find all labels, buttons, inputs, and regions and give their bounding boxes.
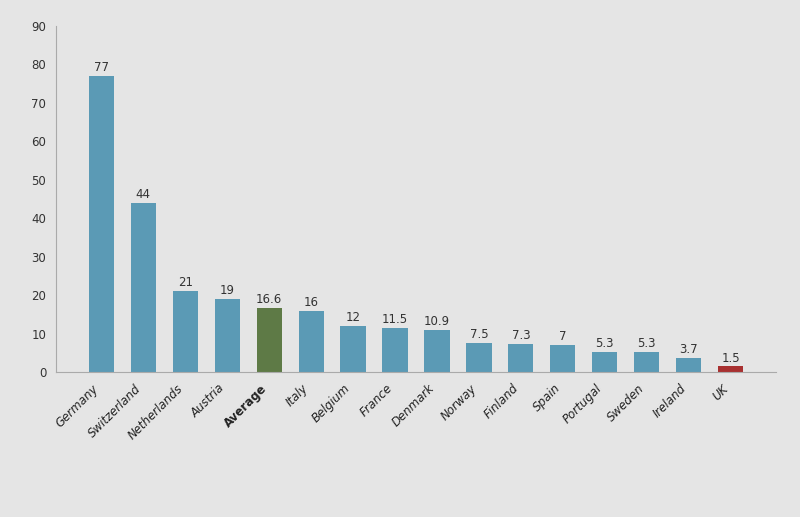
Bar xyxy=(718,367,743,372)
Text: 12: 12 xyxy=(346,311,361,324)
Bar xyxy=(298,311,324,372)
Bar xyxy=(89,76,114,372)
Text: 77: 77 xyxy=(94,61,109,74)
Bar xyxy=(382,328,408,372)
Text: 7.3: 7.3 xyxy=(511,329,530,342)
Bar xyxy=(257,308,282,372)
Bar xyxy=(341,326,366,372)
Bar xyxy=(214,299,240,372)
Text: 11.5: 11.5 xyxy=(382,313,408,326)
Text: 10.9: 10.9 xyxy=(424,315,450,328)
Bar xyxy=(508,344,534,372)
Bar xyxy=(466,343,491,372)
Bar xyxy=(676,358,702,372)
Text: 1.5: 1.5 xyxy=(722,352,740,364)
Text: 19: 19 xyxy=(220,284,234,297)
Text: 21: 21 xyxy=(178,277,193,290)
Bar xyxy=(173,292,198,372)
Text: 7: 7 xyxy=(559,330,566,343)
Text: 44: 44 xyxy=(136,188,150,201)
Text: 5.3: 5.3 xyxy=(595,337,614,350)
Text: 16.6: 16.6 xyxy=(256,294,282,307)
Text: 5.3: 5.3 xyxy=(638,337,656,350)
Bar xyxy=(592,352,618,372)
Bar xyxy=(130,203,156,372)
Text: 7.5: 7.5 xyxy=(470,328,488,341)
Text: 3.7: 3.7 xyxy=(679,343,698,356)
Bar xyxy=(550,345,575,372)
Bar xyxy=(424,330,450,372)
Text: 16: 16 xyxy=(304,296,318,309)
Bar xyxy=(634,352,659,372)
